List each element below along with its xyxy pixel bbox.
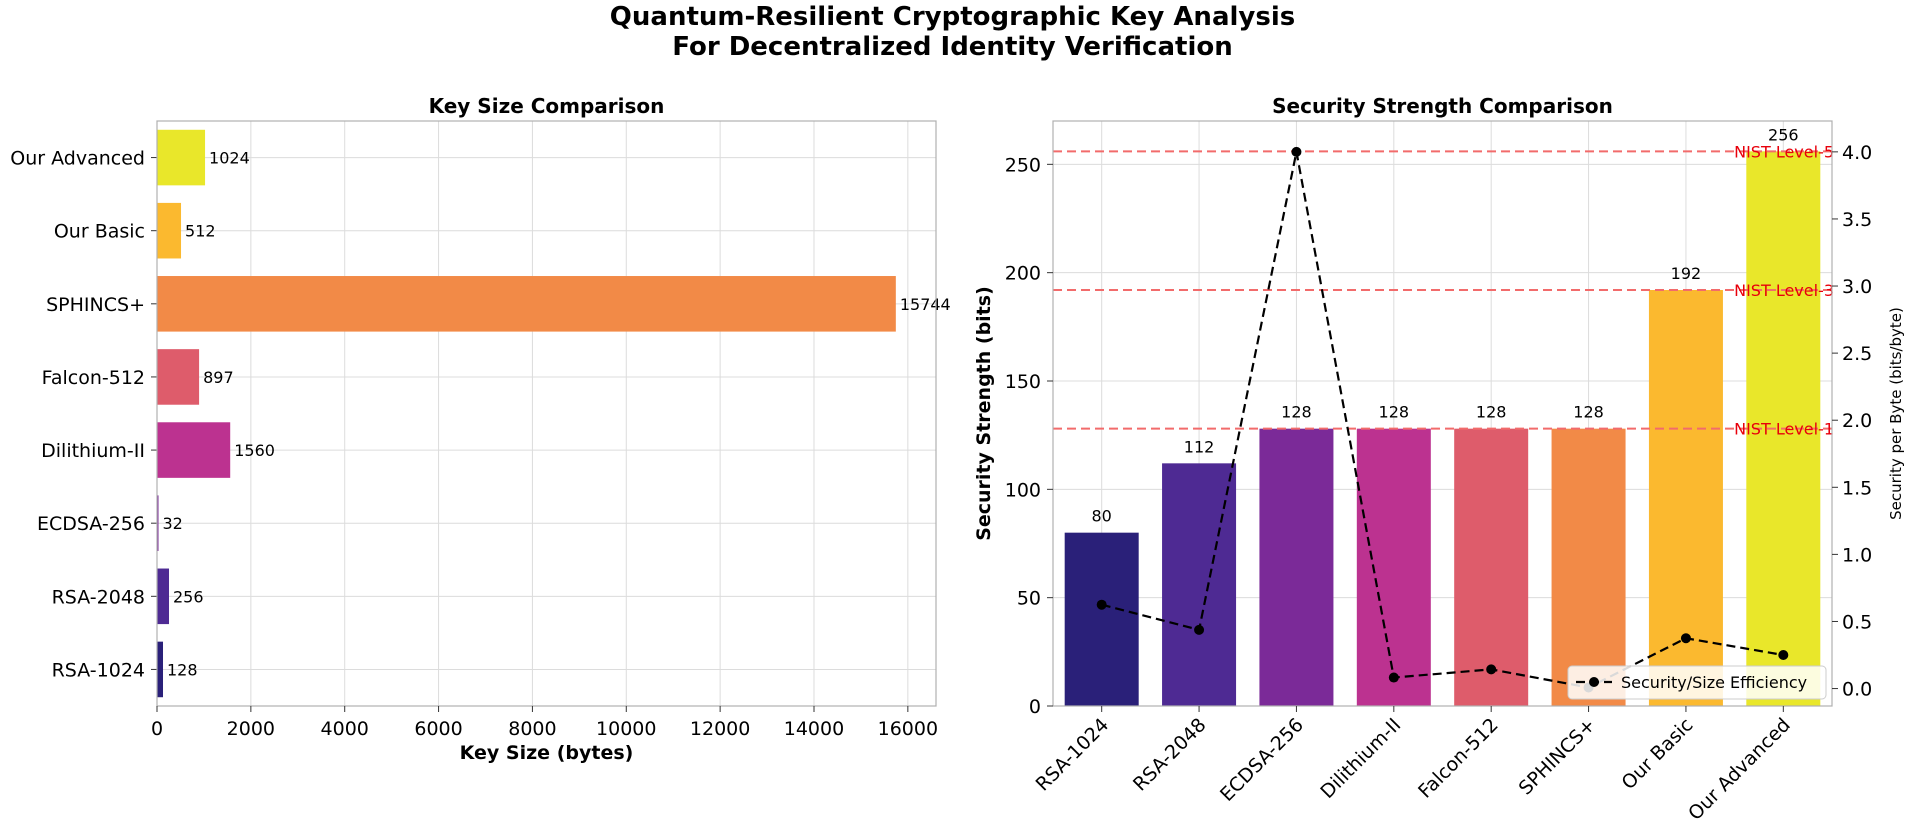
- y-tick-label: 50: [1017, 588, 1041, 610]
- x-tick-label: Our Basic: [1617, 714, 1697, 794]
- y-tick-label: 200: [1005, 263, 1041, 285]
- y-tick-label: 0: [1029, 696, 1041, 718]
- key-size-value-label: 15744: [900, 295, 951, 314]
- efficiency-point: [1291, 146, 1302, 157]
- key-size-value-label: 1024: [209, 149, 250, 168]
- y-tick-label: 150: [1005, 371, 1041, 393]
- x-tick-label: 12000: [690, 718, 750, 740]
- security-strength-chart: 80 112 128 128 128 128 192 256 NIST Level-1 NIST …: [973, 94, 1905, 825]
- x-axis-label: Key Size (bytes): [460, 742, 634, 764]
- key-size-bar: [157, 568, 170, 625]
- legend: Security/Size Efficiency: [1567, 665, 1827, 700]
- security-value-label: 128: [1281, 403, 1312, 422]
- x-tick-label: 14000: [784, 718, 844, 740]
- y-tick-label: RSA-2048: [52, 586, 145, 608]
- security-value-label: 112: [1184, 437, 1215, 456]
- y2-tick-label: 2.5: [1842, 343, 1872, 365]
- efficiency-point: [1778, 650, 1789, 661]
- y2-axis-label: Security per Byte (bits/byte): [1887, 307, 1905, 520]
- y-tick-label: Dilithium-II: [41, 440, 145, 462]
- legend-box: [1567, 665, 1827, 700]
- y2-tick-label: 0.0: [1842, 679, 1872, 701]
- y-axis-label: Security Strength (bits): [973, 286, 995, 541]
- y2-tick-label: 2.0: [1842, 410, 1872, 432]
- x-tick-label: 0: [151, 718, 163, 740]
- figure-title-line-1: Quantum-Resilient Cryptographic Key Anal…: [609, 2, 1296, 32]
- x-tick-label: ECDSA-256: [1216, 714, 1308, 806]
- security-bar: [1648, 290, 1723, 706]
- x-tick-label: 8000: [508, 718, 556, 740]
- y-tick-label: Our Basic: [54, 221, 145, 243]
- key-size-value-label: 512: [185, 222, 216, 241]
- key-size-value-label: 897: [203, 368, 234, 387]
- key-size-bar: [157, 349, 200, 405]
- security-bar: [1551, 428, 1626, 706]
- x-tick-label: Our Advanced: [1684, 714, 1795, 825]
- security-value-label: 80: [1092, 507, 1112, 526]
- x-tick-label: 16000: [878, 718, 938, 740]
- key-size-chart: 128 RSA-1024 256 RSA-2048 32 ECDSA-256 1560 Dil…: [10, 94, 950, 764]
- figure-title-line-2: For Decentralized Identity Verification: [672, 32, 1233, 62]
- security-bar: [1356, 428, 1431, 706]
- chart-title: Security Strength Comparison: [1272, 94, 1613, 118]
- efficiency-point: [1194, 624, 1205, 635]
- chart-title: Key Size Comparison: [429, 94, 665, 118]
- legend-marker: [1589, 677, 1599, 687]
- y2-tick-label: 0.5: [1842, 611, 1872, 633]
- key-size-bar: [157, 129, 206, 186]
- y2-tick-label: 4.0: [1842, 142, 1872, 164]
- security-bar: [1454, 428, 1529, 706]
- efficiency-point: [1486, 664, 1497, 675]
- figure-title: Quantum-Resilient Cryptographic Key Anal…: [0, 2, 1905, 62]
- efficiency-point: [1096, 599, 1107, 610]
- key-size-bar: [157, 422, 231, 478]
- x-tick-label: 6000: [414, 718, 462, 740]
- security-value-label: 128: [1379, 403, 1410, 422]
- x-tick-label: RSA-1024: [1032, 714, 1114, 796]
- security-value-label: 192: [1671, 264, 1702, 283]
- key-size-bar: [157, 641, 164, 698]
- y-tick-label: SPHINCS+: [46, 294, 145, 316]
- security-bar: [1259, 428, 1334, 706]
- y2-tick-label: 3.5: [1842, 209, 1872, 231]
- legend-label: Security/Size Efficiency: [1621, 673, 1807, 692]
- nist-reference-label: NIST Level-5: [1734, 142, 1834, 161]
- key-size-value-label: 256: [173, 587, 204, 606]
- plot-frame: [1052, 120, 1833, 707]
- y2-tick-label: 1.0: [1842, 544, 1872, 566]
- security-value-label: 128: [1573, 403, 1604, 422]
- x-tick-label: RSA-2048: [1129, 714, 1211, 796]
- nist-reference-label: NIST Level-1: [1734, 420, 1834, 439]
- y-tick-label: Our Advanced: [10, 148, 145, 170]
- efficiency-point: [1388, 672, 1399, 683]
- x-tick-label: SPHINCS+: [1515, 714, 1600, 799]
- y2-tick-label: 1.5: [1842, 477, 1872, 499]
- key-size-bar: [157, 276, 896, 332]
- security-value-label: 256: [1768, 125, 1799, 144]
- x-tick-label: 2000: [227, 718, 275, 740]
- y-tick-label: ECDSA-256: [37, 513, 145, 535]
- key-size-value-label: 1560: [234, 441, 275, 460]
- security-bar: [1064, 532, 1139, 706]
- x-tick-label: 4000: [321, 718, 369, 740]
- x-tick-label: Dilithium-II: [1316, 714, 1405, 803]
- key-size-bar: [157, 202, 182, 259]
- y-tick-label: RSA-1024: [52, 659, 145, 681]
- x-tick-label: 10000: [596, 718, 656, 740]
- y2-tick-label: 3.0: [1842, 276, 1872, 298]
- key-size-bar: [157, 495, 159, 551]
- y-tick-label: 100: [1005, 479, 1041, 501]
- x-tick-label: Falcon-512: [1414, 714, 1503, 803]
- key-size-value-label: 32: [163, 514, 183, 533]
- y-tick-label: Falcon-512: [42, 367, 145, 389]
- key-size-value-label: 128: [167, 660, 198, 679]
- y-tick-label: 250: [1005, 154, 1041, 176]
- security-bar: [1162, 463, 1237, 706]
- plot-frame: [156, 120, 937, 707]
- security-value-label: 128: [1476, 403, 1507, 422]
- nist-reference-label: NIST Level-3: [1734, 281, 1834, 300]
- efficiency-point: [1680, 633, 1691, 644]
